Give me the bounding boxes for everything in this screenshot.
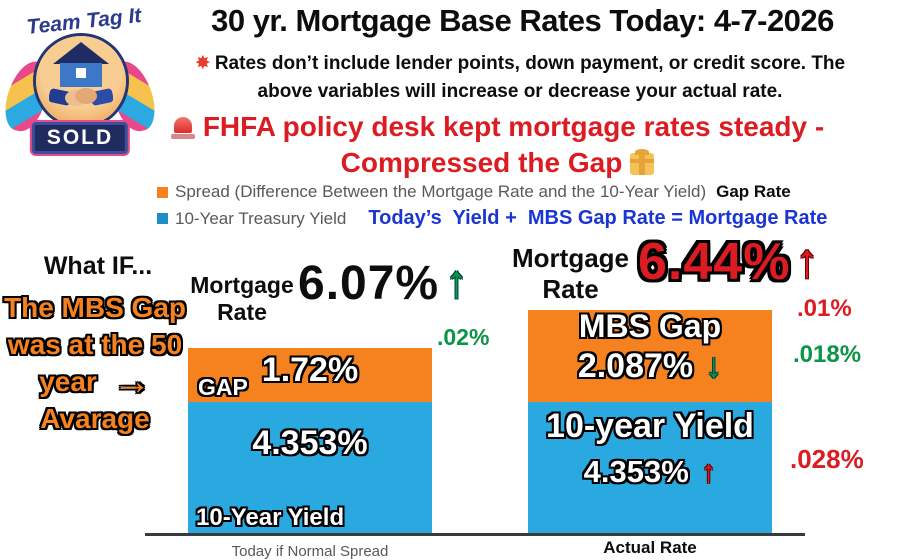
left-up-arrow-icon: ↑ — [445, 255, 468, 307]
disclaimer-line2: above variables will increase or decreas… — [257, 81, 783, 102]
spread-swatch-icon — [157, 186, 168, 198]
treasury-legend-label: 10-Year Treasury Yield — [175, 208, 347, 228]
headline-line1: FHFA policy desk kept mortgage rates ste… — [95, 109, 900, 145]
right-arrow-icon: → — [112, 360, 151, 403]
right-gap-segment: MBS Gap 2.087% ↓ — [528, 308, 772, 402]
what-if-line4: Avarage — [40, 403, 150, 434]
left-total-rate: 6.07% — [298, 257, 440, 310]
left-change-value: .02% — [437, 324, 490, 350]
team-tag-it-logo: Team Tag It SOLD — [0, 2, 161, 154]
page-title: 30 yr. Mortgage Base Rates Today: 4-7-20… — [211, 3, 834, 38]
axis-label-right: Actual Rate — [603, 538, 697, 557]
left-gap-label: GAP — [198, 374, 248, 400]
rate-formula-text: Today’s Yield + MBS Gap Rate = Mortgage … — [368, 207, 828, 229]
treasury-swatch-icon — [157, 213, 168, 224]
bar-actual-rate: MBS Gap 2.087% ↓ 10-year Yield 4.353% ↑ — [528, 308, 772, 533]
legend-row-spread: Spread (Difference Between the Mortgage … — [157, 182, 877, 202]
spread-legend-label: Spread (Difference Between the Mortgage … — [175, 182, 707, 201]
headline-text: FHFA policy desk kept mortgage rates ste… — [95, 109, 900, 181]
gap-rate-label: Gap Rate — [716, 182, 791, 201]
left-yield-value: 4.353% — [252, 424, 368, 462]
burst-icon: ✸ — [194, 53, 211, 74]
house-roof-icon — [53, 42, 109, 64]
what-if-text: The MBS Gap was at the 50 year → Avarage — [0, 289, 190, 437]
what-if-line2: was at the 50 — [7, 329, 183, 360]
gift-icon — [630, 149, 655, 175]
right-gap-label: MBS Gap — [578, 308, 722, 344]
chart-legend: Spread (Difference Between the Mortgage … — [157, 182, 877, 230]
disclaimer-text: ✸ Rates don’t include lender points, down… — [150, 50, 890, 106]
sold-banner: SOLD — [31, 122, 129, 154]
right-yield-segment: 10-year Yield 4.353% ↑ — [528, 402, 772, 533]
right-yield-change-value: .028% — [790, 444, 864, 474]
disclaimer-line1: ✸ Rates don’t include lender points, down… — [194, 53, 846, 74]
right-total-rate: 6.44% — [638, 233, 791, 291]
left-yield-segment: 4.353% 10-Year Yield — [188, 402, 432, 534]
bar-today-if-normal-spread: 1.72% GAP 4.353% 10-Year Yield — [188, 348, 432, 534]
handshake-icon — [49, 88, 113, 106]
left-gap-value: 1.72% — [261, 351, 359, 389]
left-mortgage-rate-label: Mortgage Rate — [190, 272, 294, 325]
right-yield-value: 4.353% ↑ — [583, 454, 717, 489]
right-mortgage-rate-label: Mortgage Rate — [512, 243, 629, 304]
left-gap-segment: 1.72% GAP — [188, 348, 432, 402]
axis-label-left: Today if Normal Spread — [231, 543, 389, 560]
logo-badge — [36, 36, 126, 126]
what-if-line3: year → — [39, 360, 151, 403]
right-gap-value: 2.087% ↓ — [577, 347, 723, 385]
right-gap-change-value: .018% — [793, 341, 862, 368]
left-yield-label: 10-Year Yield — [196, 504, 345, 531]
x-axis-line — [145, 533, 805, 536]
what-if-line1: The MBS Gap — [3, 292, 186, 323]
yield-up-arrow-icon: ↑ — [700, 454, 717, 489]
legend-row-treasury: 10-Year Treasury Yield Today’s Yield + M… — [157, 207, 877, 230]
gap-down-arrow-icon: ↓ — [705, 347, 723, 385]
siren-icon — [170, 117, 195, 139]
right-yield-label: 10-year Yield — [546, 407, 754, 445]
right-up-arrow-icon: ↑ — [795, 235, 819, 288]
house-window-icon — [74, 66, 88, 80]
right-change-value: .01% — [797, 295, 852, 322]
what-if-heading: What IF... — [43, 252, 153, 280]
headline-line2: Compressed the Gap — [95, 145, 900, 181]
